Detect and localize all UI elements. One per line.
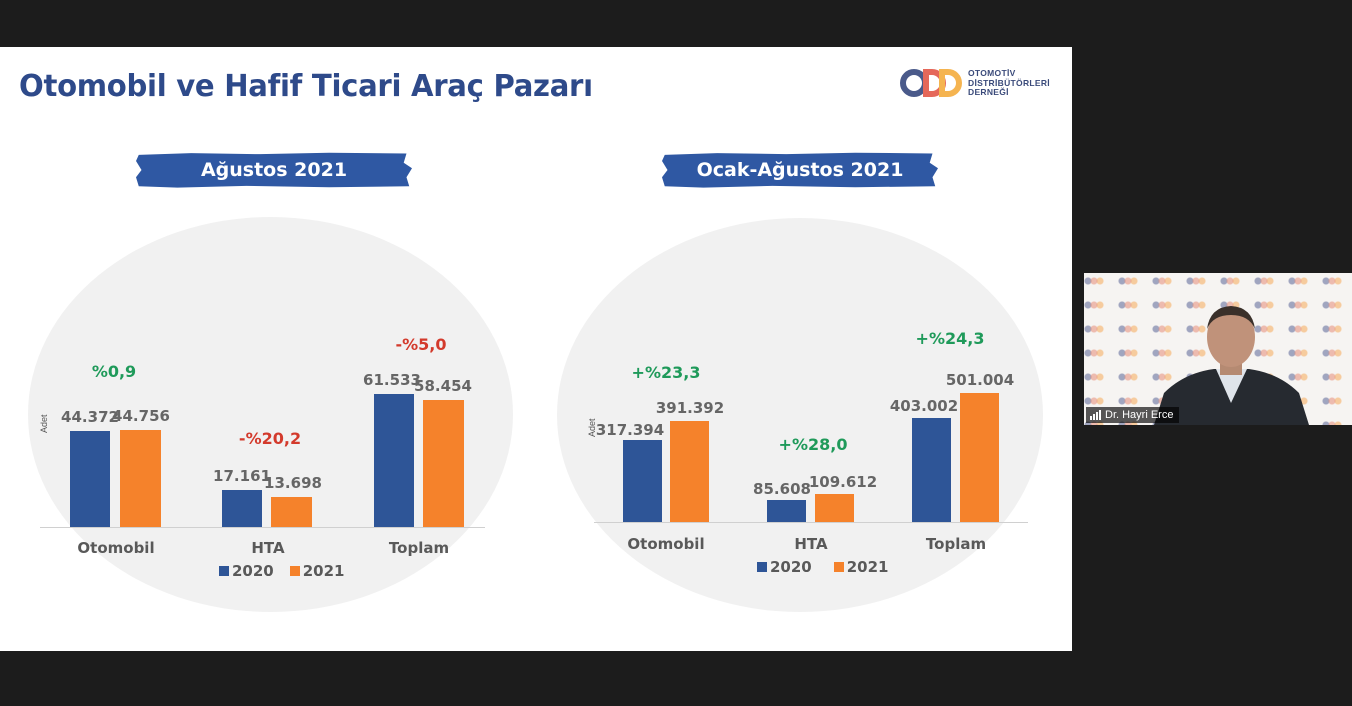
category-label: Otomobil bbox=[627, 535, 705, 553]
slide-title: Otomobil ve Hafif Ticari Araç Pazarı bbox=[19, 69, 593, 104]
participant-name-tag: Dr. Hayri Erce bbox=[1086, 407, 1180, 423]
participant-video-tile[interactable]: Dr. Hayri Erce bbox=[1084, 273, 1352, 425]
bar-hta-2020 bbox=[767, 500, 806, 522]
change-label: %0,9 bbox=[91, 362, 137, 381]
bar-otomobil-2020 bbox=[70, 431, 110, 527]
participant-name: Dr. Hayri Erce bbox=[1105, 409, 1174, 421]
change-label: +%23,3 bbox=[631, 363, 701, 382]
change-label: +%28,0 bbox=[778, 435, 848, 454]
category-label: HTA bbox=[794, 535, 828, 553]
change-label: -%20,2 bbox=[238, 429, 302, 448]
logo-mark-icon bbox=[900, 69, 962, 97]
value-label: 44.756 bbox=[112, 407, 170, 425]
chart-jan-aug-2021: Adet 317.394 391.392 +%23,3 85.608 109.6… bbox=[0, 47, 1072, 651]
x-axis-line bbox=[594, 522, 1028, 523]
category-label: Toplam bbox=[925, 535, 987, 553]
banner-august-2021: Ağustos 2021 bbox=[136, 152, 412, 188]
bar-otomobil-2021 bbox=[120, 430, 161, 527]
legend-item-2020: 2020 bbox=[757, 558, 812, 576]
change-label: +%24,3 bbox=[915, 329, 985, 348]
bar-hta-2020 bbox=[222, 490, 262, 527]
category-label: HTA bbox=[251, 539, 285, 557]
legend-label: 2020 bbox=[232, 562, 274, 580]
legend-item-2020: 2020 bbox=[219, 562, 274, 580]
legend-swatch-icon bbox=[219, 566, 229, 576]
change-label: -%5,0 bbox=[395, 335, 447, 354]
legend-label: 2020 bbox=[770, 558, 812, 576]
value-label: 403.002 bbox=[889, 397, 959, 415]
category-label: Toplam bbox=[388, 539, 450, 557]
chart-august-2021: Adet 44.372 44.756 %0,9 17.161 13.698 -%… bbox=[0, 47, 1072, 651]
presentation-slide: Otomobil ve Hafif Ticari Araç Pazarı OTO… bbox=[0, 47, 1072, 651]
value-label: 85.608 bbox=[753, 480, 811, 498]
legend-label: 2021 bbox=[302, 562, 345, 580]
value-label: 317.394 bbox=[595, 421, 665, 439]
bar-toplam-2021 bbox=[423, 400, 464, 527]
legend-item-2021: 2021 bbox=[289, 562, 345, 580]
legend-swatch-icon bbox=[289, 566, 300, 576]
bar-toplam-2021 bbox=[960, 393, 999, 522]
bar-hta-2021 bbox=[815, 494, 854, 522]
bar-toplam-2020 bbox=[374, 394, 414, 527]
bar-otomobil-2021 bbox=[670, 421, 709, 522]
category-label: Otomobil bbox=[77, 539, 155, 557]
logo-text: OTOMOTİV DİSTRİBÜTÖRLERİ DERNEĞİ bbox=[968, 68, 1050, 98]
oder-logo: OTOMOTİV DİSTRİBÜTÖRLERİ DERNEĞİ bbox=[900, 67, 1060, 101]
value-label: 44.372 bbox=[61, 408, 119, 426]
legend-item-2021: 2021 bbox=[833, 558, 889, 576]
value-label: 13.698 bbox=[264, 474, 322, 492]
legend-swatch-icon bbox=[833, 562, 844, 572]
legend-label: 2021 bbox=[846, 558, 889, 576]
value-label: 501.004 bbox=[945, 371, 1015, 389]
bar-hta-2021 bbox=[271, 497, 312, 527]
banner-jan-aug-2021: Ocak-Ağustos 2021 bbox=[662, 152, 938, 188]
bar-otomobil-2020 bbox=[623, 440, 662, 522]
value-label: 17.161 bbox=[213, 467, 271, 485]
legend-swatch-icon bbox=[757, 562, 767, 572]
value-label: 58.454 bbox=[414, 377, 472, 395]
signal-strength-icon bbox=[1090, 410, 1101, 420]
value-label: 391.392 bbox=[655, 399, 725, 417]
chart-legend: 2020 2021 bbox=[219, 562, 355, 580]
bar-toplam-2020 bbox=[912, 418, 951, 522]
participant-video-feed bbox=[1154, 306, 1309, 425]
logo-line-2: DİSTRİBÜTÖRLERİ bbox=[968, 77, 1050, 88]
logo-line-3: DERNEĞİ bbox=[968, 87, 1009, 97]
x-axis-line bbox=[40, 527, 485, 528]
value-label: 61.533 bbox=[363, 371, 421, 389]
logo-line-1: OTOMOTİV bbox=[968, 68, 1016, 78]
chart-legend: 2020 2021 bbox=[757, 558, 899, 576]
value-label: 109.612 bbox=[808, 473, 878, 491]
